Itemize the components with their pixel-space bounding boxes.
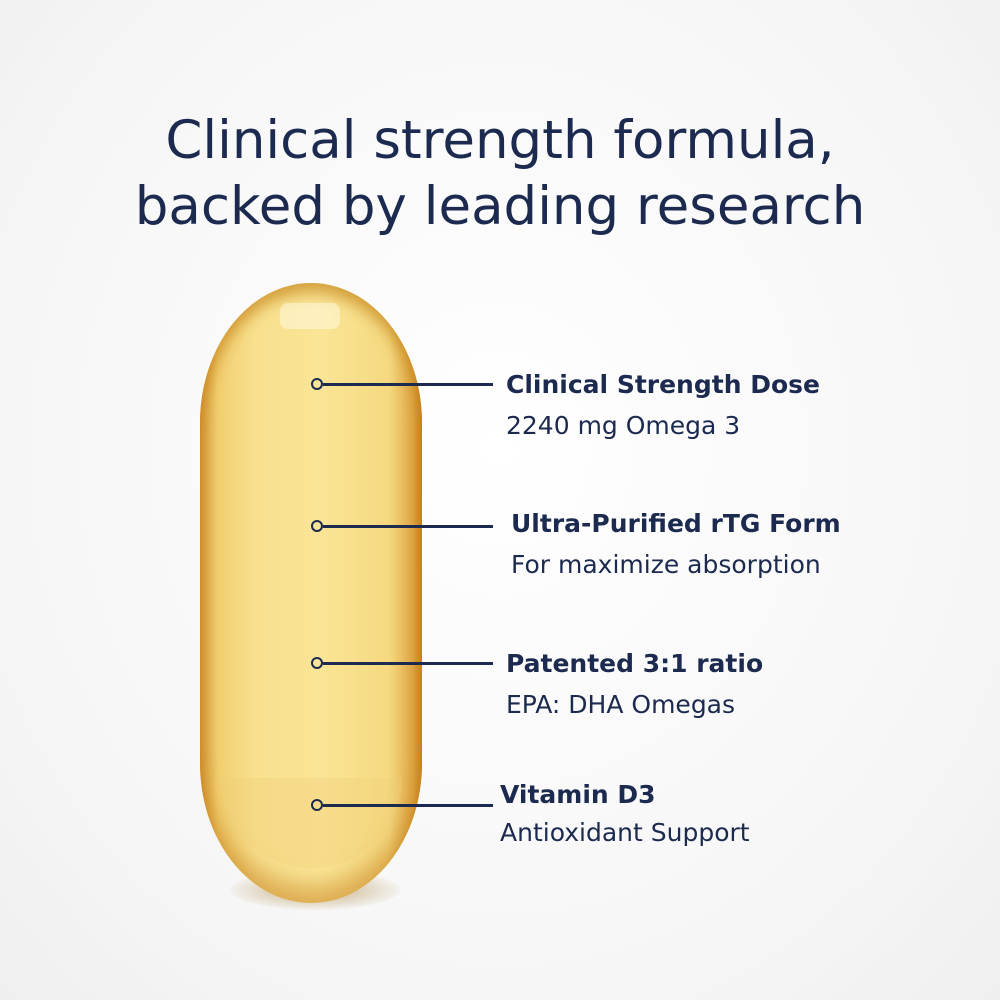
feature-subtitle: Antioxidant Support	[500, 818, 750, 847]
feature-subtitle: 2240 mg Omega 3	[506, 411, 741, 440]
callout-line	[323, 525, 493, 528]
callout-line	[323, 383, 493, 386]
feature-subtitle: EPA: DHA Omegas	[506, 690, 736, 719]
feature-subtitle: For maximize absorption	[511, 550, 821, 579]
feature-title: Clinical Strength Dose	[506, 370, 820, 399]
feature-label: Clinical Strength Dose 2240 mg Omega 3	[506, 370, 820, 441]
feature-title: Patented 3:1 ratio	[506, 649, 764, 678]
capsule-highlight	[280, 303, 340, 329]
callout-line	[323, 804, 493, 807]
callout-dot-icon	[311, 657, 323, 669]
feature-label: Ultra-Purified rTG Form For maximize abs…	[511, 509, 841, 580]
feature-label: Patented 3:1 ratio EPA: DHA Omegas	[506, 649, 763, 720]
headline: Clinical strength formula, backed by lea…	[0, 108, 1000, 240]
feature-title: Ultra-Purified rTG Form	[511, 509, 841, 538]
callout-line	[323, 662, 493, 665]
omega-3-softgel-capsule-image	[200, 283, 422, 903]
callout-dot-icon	[311, 378, 323, 390]
headline-line-2: backed by leading research	[134, 176, 866, 237]
capsule-reflection	[220, 778, 402, 868]
callout-dot-icon	[311, 520, 323, 532]
headline-line-1: Clinical strength formula,	[165, 110, 835, 171]
callout-dot-icon	[311, 799, 323, 811]
feature-title: Vitamin D3	[500, 780, 656, 809]
feature-label: Vitamin D3 Antioxidant Support	[500, 780, 750, 848]
